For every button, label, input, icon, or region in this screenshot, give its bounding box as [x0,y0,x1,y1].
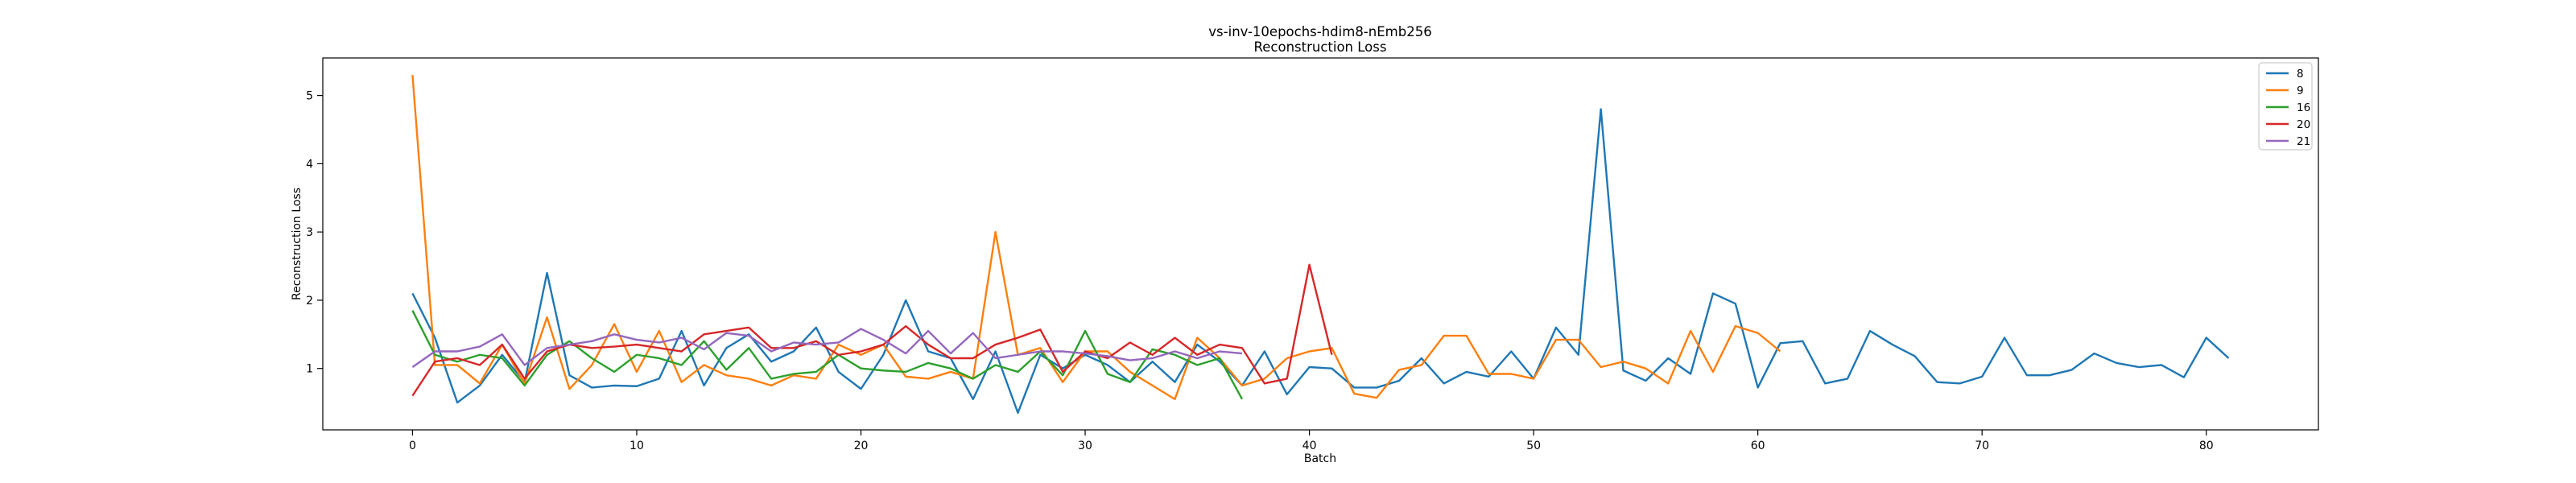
series-line-21 [411,328,1243,368]
chart-title: vs-inv-10epochs-hdim8-nEmb256 [1208,24,1431,39]
y-tick-label: 2 [306,295,313,308]
x-tick-label: 80 [2199,440,2214,452]
x-axis-ticks: 0 10 20 30 40 50 60 70 80 [409,430,2214,452]
chart-subtitle: Reconstruction Loss [1254,39,1387,55]
series-line-8 [411,108,2230,415]
legend-label-8: 8 [2297,68,2304,80]
y-axis-ticks: 1 2 3 4 5 [306,90,323,376]
x-tick-label: 30 [1078,440,1092,452]
series-layer [411,75,2230,415]
y-axis-label: Reconstruction Loss [291,188,303,300]
x-tick-label: 70 [1975,440,1989,452]
legend-label-9: 9 [2297,85,2304,97]
y-tick-label: 4 [306,158,313,171]
legend-label-21: 21 [2297,135,2310,148]
x-tick-label: 10 [630,440,644,452]
y-tick-label: 1 [306,363,313,376]
x-tick-label: 50 [1526,440,1541,452]
x-tick-label: 40 [1302,440,1317,452]
plot-area-frame [322,57,2319,431]
legend: 8 9 16 20 21 [2258,62,2313,151]
y-tick-label: 3 [306,226,313,239]
y-tick-label: 5 [306,90,313,103]
x-tick-label: 0 [409,440,416,452]
series-line-16 [411,310,1244,400]
x-tick-label: 20 [854,440,869,452]
x-axis-label: Batch [1304,452,1336,465]
x-tick-label: 60 [1751,440,1765,452]
legend-label-20: 20 [2297,118,2310,131]
legend-label-16: 16 [2297,101,2310,114]
